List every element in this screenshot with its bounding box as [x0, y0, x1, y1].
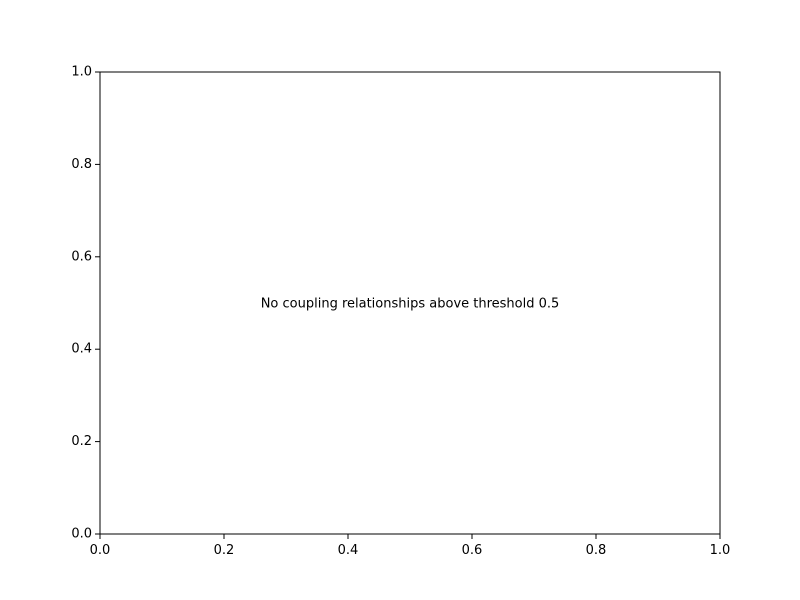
x-axis: 0.0 0.2 0.4 0.6 0.8 1.0: [90, 534, 731, 558]
x-tick-label: 0.0: [90, 543, 111, 558]
x-tick-label: 0.8: [586, 543, 607, 558]
y-tick-label: 0.8: [71, 157, 92, 172]
y-tick-label: 0.6: [71, 249, 92, 264]
y-tick-label: 0.0: [71, 527, 92, 542]
axes: [99, 71, 721, 535]
y-tick-label: 0.2: [71, 434, 92, 449]
y-tick-label: 0.4: [71, 342, 92, 357]
x-tick-label: 0.4: [338, 543, 359, 558]
x-tick-label: 0.6: [462, 543, 483, 558]
x-tick-label: 1.0: [710, 543, 731, 558]
y-axis: 0.0 0.2 0.4 0.6 0.8 1.0: [71, 65, 100, 542]
y-tick-label: 1.0: [71, 65, 92, 80]
x-tick-label: 0.2: [214, 543, 235, 558]
plot-area: [99, 71, 721, 535]
empty-chart-message: No coupling relationships above threshol…: [261, 297, 560, 312]
